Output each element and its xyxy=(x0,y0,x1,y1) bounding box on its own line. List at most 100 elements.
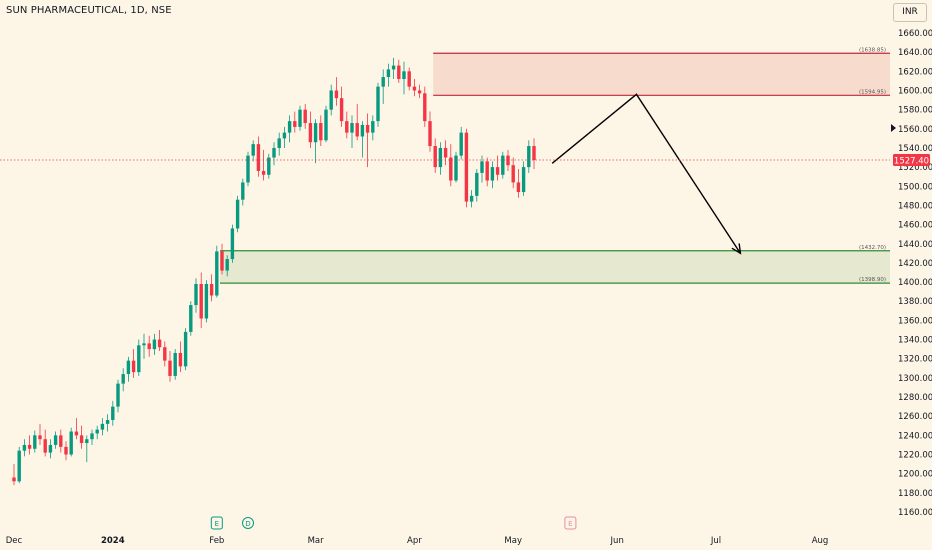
current-price-label: 1527.40 xyxy=(894,157,929,167)
candle-body xyxy=(267,157,271,175)
y-tick-label: 1400.00 xyxy=(898,278,932,288)
candle-body xyxy=(43,439,47,453)
candle-body xyxy=(137,345,141,373)
projection-arrowhead xyxy=(731,243,742,255)
candle-body xyxy=(454,155,458,181)
candle-body xyxy=(173,352,177,376)
candle-body xyxy=(371,121,375,133)
x-tick-label: Aug xyxy=(812,536,829,546)
candle-body xyxy=(475,172,479,196)
candle-body xyxy=(204,283,209,319)
y-tick-label: 1580.00 xyxy=(898,106,932,116)
supply-zone-bottom-label: (1594.95) xyxy=(859,89,886,95)
candle-body xyxy=(152,339,157,350)
y-tick-label: 1660.00 xyxy=(898,29,932,39)
candle-body xyxy=(334,90,339,99)
candle-body xyxy=(27,444,32,449)
y-tick-label: 1220.00 xyxy=(898,451,932,461)
candle-body xyxy=(298,109,302,127)
x-tick-label: Apr xyxy=(407,536,422,546)
candle-body xyxy=(495,167,500,175)
candle-body xyxy=(53,435,58,445)
candle-body xyxy=(480,161,484,173)
candle-body xyxy=(423,93,427,122)
y-tick-label: 1540.00 xyxy=(898,144,932,154)
demand-zone-top-label: (1432.70) xyxy=(859,245,886,251)
earnings-icon xyxy=(210,516,223,530)
candle-body xyxy=(251,144,255,156)
currency-button[interactable]: INR xyxy=(893,3,927,22)
chart-title: SUN PHARMACEUTICAL, 1D, NSE xyxy=(6,5,172,16)
candle-body xyxy=(38,435,42,440)
candle-body xyxy=(527,146,531,168)
candle-body xyxy=(215,251,219,296)
event-label: E xyxy=(568,520,572,528)
event-label: D xyxy=(245,520,250,528)
candle-body xyxy=(277,138,281,148)
candle-body xyxy=(230,228,235,260)
x-tick-label: May xyxy=(504,536,522,546)
y-tick-label: 1620.00 xyxy=(898,67,932,77)
candle-body xyxy=(428,121,432,147)
time-axis: Dec 2024 Feb Mar Apr May Jun Jul Aug xyxy=(6,536,829,546)
candle-body xyxy=(116,383,120,407)
candle-body xyxy=(501,155,505,175)
candle-body xyxy=(261,170,266,175)
candle-body xyxy=(397,65,401,79)
zones-layer: (1638.85) (1594.95) (1432.70) (1398.90) xyxy=(220,47,890,284)
supply-zone-top-label: (1638.85) xyxy=(859,47,886,53)
y-tick-label: 1260.00 xyxy=(898,412,932,422)
y-tick-label: 1480.00 xyxy=(898,201,932,211)
event-label: E xyxy=(215,520,219,528)
y-tick-label: 1200.00 xyxy=(898,470,932,480)
candle-body xyxy=(402,71,406,79)
candle-body xyxy=(59,435,63,447)
y-tick-label: 1420.00 xyxy=(898,259,932,269)
candle-body xyxy=(168,360,172,376)
candle-body xyxy=(449,157,453,181)
supply-zone xyxy=(433,53,890,96)
candle-body xyxy=(407,71,411,87)
candle-body xyxy=(313,123,318,143)
candle-body xyxy=(391,65,396,70)
candle-body xyxy=(293,121,297,127)
candle-body xyxy=(48,444,53,453)
candle-body xyxy=(256,144,261,171)
candle-body xyxy=(157,339,162,348)
candle-body xyxy=(464,132,469,202)
candle-body xyxy=(126,360,131,375)
candle-body xyxy=(225,259,229,271)
candle-body xyxy=(308,123,313,143)
y-tick-label: 1360.00 xyxy=(898,316,932,326)
x-tick-label: Feb xyxy=(209,536,224,546)
candle-body xyxy=(22,444,27,451)
candle-body xyxy=(459,132,463,156)
y-tick-label: 1640.00 xyxy=(898,48,932,58)
demand-zone-bottom-label: (1398.90) xyxy=(859,277,886,283)
candle-body xyxy=(511,165,515,183)
candle-body xyxy=(241,182,245,200)
projection-layer xyxy=(551,93,742,255)
candle-body xyxy=(183,331,188,367)
candle-body xyxy=(469,195,474,202)
candle-body xyxy=(345,121,349,133)
candle-body xyxy=(376,86,380,122)
x-tick-label: Dec xyxy=(6,536,23,546)
candle-body xyxy=(147,343,151,350)
y-tick-label: 1600.00 xyxy=(898,86,932,96)
price-axis: 1160.00 1180.00 1200.00 1220.00 1240.00 1260.… xyxy=(891,29,932,518)
candles-layer xyxy=(12,57,536,486)
candle-body xyxy=(131,360,136,373)
current-price-badge xyxy=(893,154,930,167)
y-tick-label: 1300.00 xyxy=(898,374,932,384)
x-tick-label: Jun xyxy=(610,536,624,546)
candle-body xyxy=(178,352,183,367)
candle-body xyxy=(17,450,21,482)
candle-body xyxy=(74,431,79,436)
earnings-icon xyxy=(564,516,577,530)
candle-body xyxy=(105,420,110,424)
y-tick-label: 1320.00 xyxy=(898,355,932,365)
candle-body xyxy=(339,98,344,122)
